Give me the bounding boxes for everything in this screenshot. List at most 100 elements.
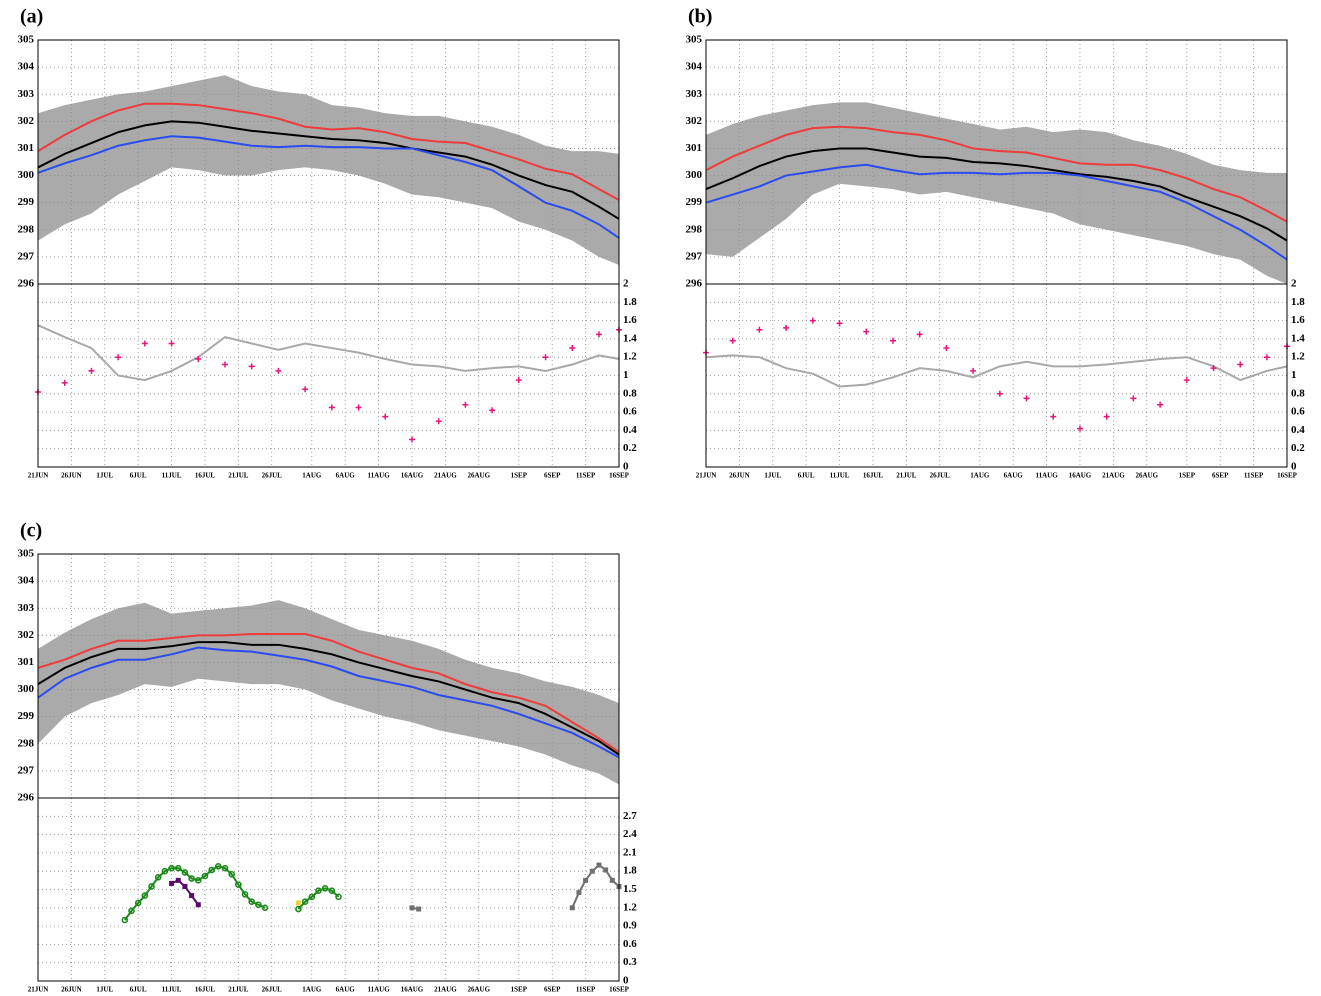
y-tick-label: 297 (18, 250, 35, 262)
x-tick-label: 6SEP (1212, 472, 1229, 480)
x-tick-label: 21JUN (28, 986, 49, 994)
x-tick-label: 11AUG (1036, 472, 1059, 480)
series-line (37, 632, 620, 753)
x-tick-label: 16JUL (195, 986, 216, 994)
series-line (37, 646, 620, 759)
square-marker (576, 890, 582, 896)
y-tick-label: 0 (623, 975, 629, 987)
plus-marker (595, 331, 602, 338)
plot-frame (37, 283, 620, 468)
spread-band (38, 75, 619, 266)
circle-marker (148, 883, 155, 890)
y-tick-label: 0.2 (623, 442, 637, 454)
plus-marker (1103, 413, 1110, 420)
series-line (297, 887, 340, 910)
x-tick-label: 11SEP (576, 986, 596, 994)
circle-marker (255, 901, 262, 909)
y-tick-label: 298 (18, 223, 35, 235)
x-tick-label: 26JUL (930, 472, 951, 480)
series-line (37, 324, 620, 382)
x-tick-label: 26JUL (262, 472, 283, 480)
x-tick-label: 6AUG (1004, 472, 1024, 480)
plus-marker (996, 390, 1003, 397)
x-tick-label: 21JUL (228, 986, 249, 994)
plus-marker (809, 317, 816, 324)
square-marker (295, 900, 301, 906)
circle-marker (154, 873, 162, 881)
plus-marker (1023, 395, 1030, 402)
y-tick-label: 296 (686, 278, 703, 290)
y-tick-label: 0.4 (623, 424, 637, 436)
x-tick-label: 21AUG (1102, 472, 1125, 480)
y-tick-label: 305 (18, 34, 35, 46)
x-tick-label: 6SEP (544, 986, 561, 994)
y-tick-label: 296 (18, 792, 35, 804)
circle-marker (248, 898, 256, 906)
plus-marker (382, 413, 389, 420)
y-tick-label: 0 (623, 461, 629, 473)
square-marker (169, 880, 175, 886)
x-tick-label: 1SEP (511, 472, 528, 480)
x-tick-label: 26AUG (1135, 472, 1158, 480)
y-tick-label: 302 (686, 115, 703, 127)
y-tick-label: 297 (686, 250, 703, 262)
y-tick-label: 1.2 (1291, 351, 1305, 363)
y-tick-label: 1 (1291, 369, 1297, 381)
plot-frame (705, 283, 1288, 468)
spread-band (706, 102, 1287, 284)
y-tick-label: 303 (18, 602, 35, 614)
plus-marker (141, 340, 148, 347)
spread-band (38, 600, 619, 785)
plus-marker (168, 340, 175, 347)
x-tick-label: 21AUG (434, 472, 457, 480)
square-marker (583, 877, 589, 883)
y-tick-label: 298 (18, 737, 35, 749)
y-tick-label: 301 (18, 142, 35, 154)
plus-marker (1183, 377, 1190, 384)
y-tick-label: 305 (18, 548, 35, 560)
panel-label: (a) (20, 6, 43, 28)
y-tick-label: 2.7 (623, 810, 637, 822)
plus-marker (195, 356, 202, 363)
y-tick-label: 2 (623, 278, 629, 290)
y-tick-label: 303 (18, 88, 35, 100)
y-tick-label: 0.9 (623, 920, 637, 932)
circle-marker (301, 898, 309, 906)
x-tick-label: 11AUG (368, 986, 391, 994)
plus-marker (1157, 401, 1164, 408)
y-tick-label: 300 (18, 169, 35, 181)
plus-marker (408, 436, 415, 443)
y-tick-label: 300 (686, 169, 703, 181)
square-marker (609, 877, 615, 883)
plus-marker (515, 377, 522, 384)
series-line (37, 102, 620, 201)
circle-marker (141, 892, 149, 899)
y-tick-label: 304 (686, 61, 703, 73)
circle-marker (194, 877, 202, 884)
y-tick-label: 0 (1291, 461, 1297, 473)
y-tick-label: 0.2 (1291, 442, 1305, 454)
series-line (124, 865, 266, 921)
y-tick-label: 1.6 (623, 314, 637, 326)
x-tick-label: 6JUL (130, 472, 147, 480)
x-tick-label: 1AUG (970, 472, 990, 480)
circle-marker (168, 864, 175, 872)
y-tick-label: 0.4 (1291, 424, 1305, 436)
x-tick-label: 16JUL (863, 472, 884, 480)
y-tick-label: 304 (18, 575, 35, 587)
y-tick-label: 2.4 (623, 828, 637, 840)
series-line (705, 163, 1288, 261)
x-tick-label: 11SEP (1244, 472, 1264, 480)
series-line (37, 641, 620, 756)
x-tick-label: 6SEP (544, 472, 561, 480)
y-tick-label: 299 (686, 196, 703, 208)
square-marker (195, 902, 201, 908)
x-tick-label: 6JUL (798, 472, 815, 480)
x-tick-label: 26JUL (262, 986, 283, 994)
x-tick-label: 6AUG (336, 986, 356, 994)
series-line (37, 120, 620, 220)
y-tick-label: 0.8 (1291, 387, 1305, 399)
x-tick-label: 16AUG (401, 472, 424, 480)
x-tick-label: 16SEP (609, 472, 630, 480)
y-tick-label: 0.6 (623, 938, 637, 950)
